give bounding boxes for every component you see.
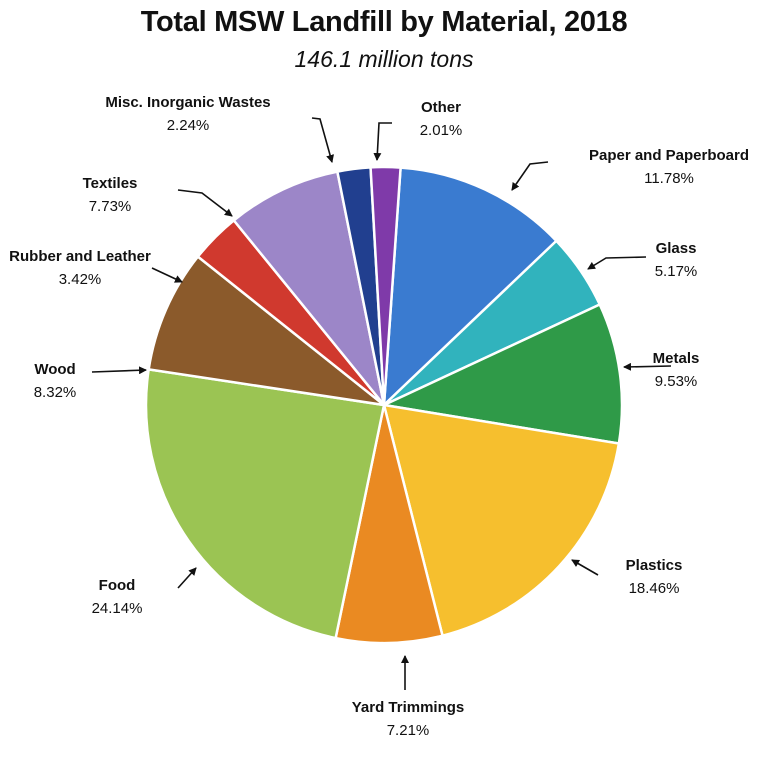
slice-percent-label: 2.01% — [420, 122, 463, 139]
pie-slice-food — [144, 368, 386, 640]
chart-title: Total MSW Landfill by Material, 2018 — [140, 6, 628, 38]
slice-percent-label: 24.14% — [92, 600, 143, 617]
leader-arrow — [373, 122, 392, 161]
slice-name-label: Metals — [653, 350, 700, 367]
leader-lines — [91, 117, 672, 690]
slice-name-label: Misc. Inorganic Wastes — [105, 94, 270, 111]
slice-name-label: Food — [99, 577, 136, 594]
pie-slice-paper-and-paperboard — [382, 166, 558, 407]
slice-name-label: Other — [421, 99, 461, 116]
slice-percent-label: 8.32% — [34, 384, 77, 401]
leader-arrow — [151, 267, 183, 283]
leader-arrow — [91, 366, 147, 375]
leader-arrow — [571, 559, 599, 576]
slice-name-label: Yard Trimmings — [352, 699, 465, 716]
leader-arrow — [177, 567, 197, 589]
chart-subtitle: 146.1 million tons — [294, 46, 474, 72]
slice-percent-label: 3.42% — [59, 271, 102, 288]
pie-slice-plastics — [382, 403, 621, 637]
slice-percent-label: 5.17% — [655, 263, 698, 280]
leader-arrow — [311, 117, 334, 163]
slice-percent-label: 18.46% — [629, 580, 680, 597]
slice-name-label: Plastics — [626, 557, 683, 574]
slice-name-label: Rubber and Leather — [9, 248, 151, 265]
slice-percent-label: 2.24% — [167, 117, 210, 134]
slice-name-label: Glass — [656, 240, 697, 257]
leader-arrow — [177, 189, 233, 217]
pie-slice-other — [369, 165, 402, 407]
slice-percent-label: 11.78% — [644, 170, 694, 187]
slice-name-label: Paper and Paperboard — [589, 147, 749, 164]
pie-slice-textiles — [232, 170, 386, 407]
leader-arrow — [587, 256, 647, 270]
slice-labels: Paper and Paperboard 11.78% Glass 5.17% Meta… — [9, 94, 749, 739]
leader-arrow — [623, 362, 672, 371]
pie-slice-wood — [147, 255, 386, 407]
pie-slice-yard-trimmings — [334, 403, 444, 645]
slice-percent-label: 7.73% — [89, 198, 132, 215]
slice-name-label: Wood — [34, 361, 75, 378]
pie-slice-metals — [382, 303, 624, 445]
slice-percent-label: 7.21% — [387, 722, 430, 739]
leader-arrow — [511, 161, 549, 191]
pie-slices — [144, 165, 624, 645]
slice-percent-label: 9.53% — [655, 373, 698, 390]
slice-name-label: Textiles — [83, 175, 138, 192]
